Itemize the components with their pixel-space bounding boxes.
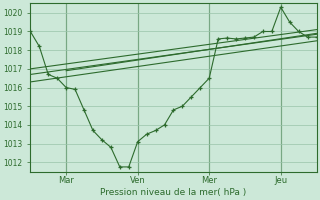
X-axis label: Pression niveau de la mer( hPa ): Pression niveau de la mer( hPa ) bbox=[100, 188, 247, 197]
